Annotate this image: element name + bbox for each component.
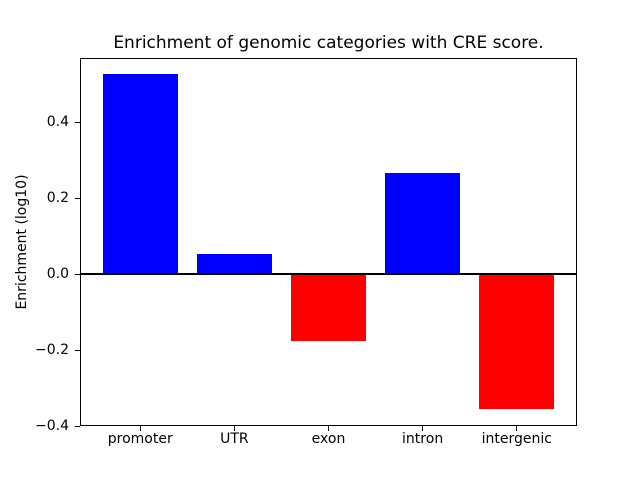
y-tick-mark <box>75 273 80 275</box>
y-tick-label: 0.0 <box>46 265 69 282</box>
zero-line <box>80 273 577 276</box>
y-tick-mark <box>75 197 80 199</box>
y-tick-label: −0.2 <box>35 341 69 358</box>
bar-UTR <box>196 254 273 275</box>
y-tick-mark <box>75 349 80 351</box>
bar-exon <box>290 274 367 341</box>
y-tick-label: −0.4 <box>35 417 69 434</box>
x-tick-label-intron: intron <box>402 431 444 447</box>
bar-promoter <box>102 73 178 275</box>
x-tick-label-intergenic: intergenic <box>481 431 552 447</box>
x-tick-mark <box>516 426 518 431</box>
x-tick-label-UTR: UTR <box>220 431 249 447</box>
x-tick-mark <box>422 426 424 431</box>
x-tick-mark <box>328 426 329 431</box>
y-tick-label: 0.4 <box>46 113 69 130</box>
y-tick-mark <box>75 425 80 427</box>
plot-area <box>80 58 577 426</box>
bar-intron <box>384 172 461 275</box>
y-tick-label: 0.2 <box>46 189 69 206</box>
x-tick-label-promoter: promoter <box>107 431 173 447</box>
x-tick-label-exon: exon <box>311 431 346 447</box>
chart-title: Enrichment of genomic categories with CR… <box>113 33 544 53</box>
x-tick-mark <box>139 426 141 431</box>
y-tick-mark <box>75 121 80 123</box>
bar-intergenic <box>479 274 555 409</box>
x-tick-mark <box>233 426 235 431</box>
